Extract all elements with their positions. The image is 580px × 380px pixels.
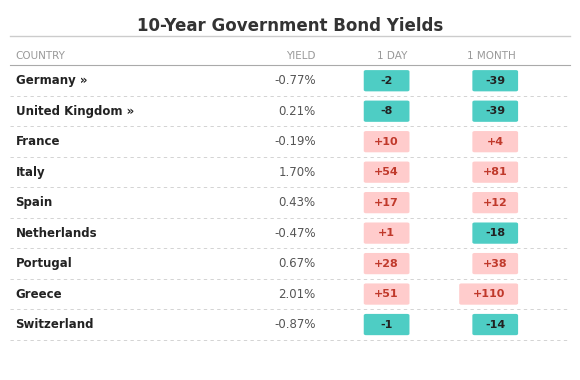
Text: Greece: Greece	[16, 288, 62, 301]
Text: Netherlands: Netherlands	[16, 226, 97, 240]
Text: -0.19%: -0.19%	[274, 135, 316, 148]
Text: YIELD: YIELD	[286, 51, 316, 61]
Text: -2: -2	[380, 76, 393, 86]
Text: -14: -14	[485, 320, 505, 329]
FancyBboxPatch shape	[472, 314, 518, 335]
Text: 1 MONTH: 1 MONTH	[467, 51, 516, 61]
Text: 0.43%: 0.43%	[278, 196, 316, 209]
Text: 0.21%: 0.21%	[278, 105, 316, 118]
Text: +12: +12	[483, 198, 508, 207]
Text: -18: -18	[485, 228, 505, 238]
Text: +1: +1	[378, 228, 395, 238]
Text: United Kingdom »: United Kingdom »	[16, 105, 134, 118]
FancyBboxPatch shape	[364, 222, 409, 244]
Text: Portugal: Portugal	[16, 257, 72, 270]
FancyBboxPatch shape	[472, 101, 518, 122]
Text: +110: +110	[473, 289, 505, 299]
FancyBboxPatch shape	[459, 283, 518, 305]
Text: +4: +4	[487, 137, 504, 147]
FancyBboxPatch shape	[472, 131, 518, 152]
Text: -0.47%: -0.47%	[274, 226, 316, 240]
FancyBboxPatch shape	[472, 162, 518, 183]
Text: -0.87%: -0.87%	[274, 318, 316, 331]
Text: 0.67%: 0.67%	[278, 257, 316, 270]
Text: -39: -39	[485, 106, 505, 116]
FancyBboxPatch shape	[364, 283, 409, 305]
FancyBboxPatch shape	[364, 70, 409, 91]
Text: +10: +10	[374, 137, 399, 147]
Text: -8: -8	[380, 106, 393, 116]
Text: 10-Year Government Bond Yields: 10-Year Government Bond Yields	[137, 17, 443, 35]
FancyBboxPatch shape	[364, 192, 409, 213]
FancyBboxPatch shape	[472, 222, 518, 244]
Text: +81: +81	[483, 167, 508, 177]
Text: Italy: Italy	[16, 166, 45, 179]
FancyBboxPatch shape	[364, 314, 409, 335]
Text: +17: +17	[374, 198, 399, 207]
Text: +51: +51	[374, 289, 399, 299]
Text: +28: +28	[374, 259, 399, 269]
Text: +38: +38	[483, 259, 508, 269]
Text: COUNTRY: COUNTRY	[16, 51, 66, 61]
Text: -39: -39	[485, 76, 505, 86]
Text: Germany »: Germany »	[16, 74, 87, 87]
FancyBboxPatch shape	[472, 70, 518, 91]
Text: 2.01%: 2.01%	[278, 288, 316, 301]
FancyBboxPatch shape	[364, 253, 409, 274]
Text: -0.77%: -0.77%	[274, 74, 316, 87]
Text: -1: -1	[380, 320, 393, 329]
Text: 1.70%: 1.70%	[278, 166, 316, 179]
Text: +54: +54	[374, 167, 399, 177]
FancyBboxPatch shape	[364, 131, 409, 152]
FancyBboxPatch shape	[472, 192, 518, 213]
FancyBboxPatch shape	[472, 253, 518, 274]
Text: 1 DAY: 1 DAY	[377, 51, 407, 61]
FancyBboxPatch shape	[364, 101, 409, 122]
FancyBboxPatch shape	[364, 162, 409, 183]
Text: Switzerland: Switzerland	[16, 318, 94, 331]
Text: France: France	[16, 135, 60, 148]
Text: Spain: Spain	[16, 196, 53, 209]
